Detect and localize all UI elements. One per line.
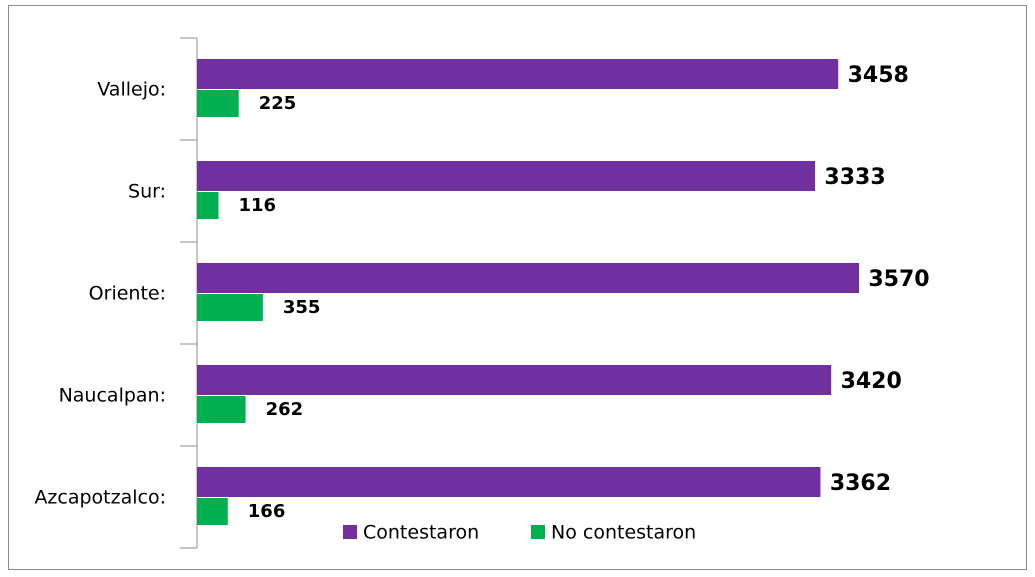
data-label: 166 <box>248 501 286 522</box>
data-label: 3420 <box>841 369 902 394</box>
bar <box>197 192 219 219</box>
data-label: 3333 <box>824 165 885 190</box>
data-label: 262 <box>266 399 304 420</box>
category-label: Sur: <box>128 181 166 203</box>
bar <box>197 467 821 497</box>
data-label: 355 <box>283 297 321 318</box>
legend-swatch <box>343 525 357 539</box>
data-label: 3362 <box>830 471 891 496</box>
bar <box>197 294 263 321</box>
bar <box>197 396 246 423</box>
bar <box>197 365 832 395</box>
bar <box>197 498 228 525</box>
bar <box>197 59 839 89</box>
category-label: Azcapotzalco: <box>34 487 166 509</box>
bar <box>197 90 239 117</box>
data-label: 225 <box>259 93 297 114</box>
category-label: Oriente: <box>89 283 166 305</box>
category-label: Vallejo: <box>97 79 166 101</box>
data-label: 116 <box>239 195 277 216</box>
bar <box>197 161 816 191</box>
legend-label: Contestaron <box>363 522 479 544</box>
category-label: Naucalpan: <box>59 385 166 407</box>
bar <box>197 263 859 293</box>
data-label: 3570 <box>868 267 929 292</box>
data-label: 3458 <box>848 63 909 88</box>
legend-label: No contestaron <box>551 522 696 544</box>
legend-swatch <box>531 525 545 539</box>
